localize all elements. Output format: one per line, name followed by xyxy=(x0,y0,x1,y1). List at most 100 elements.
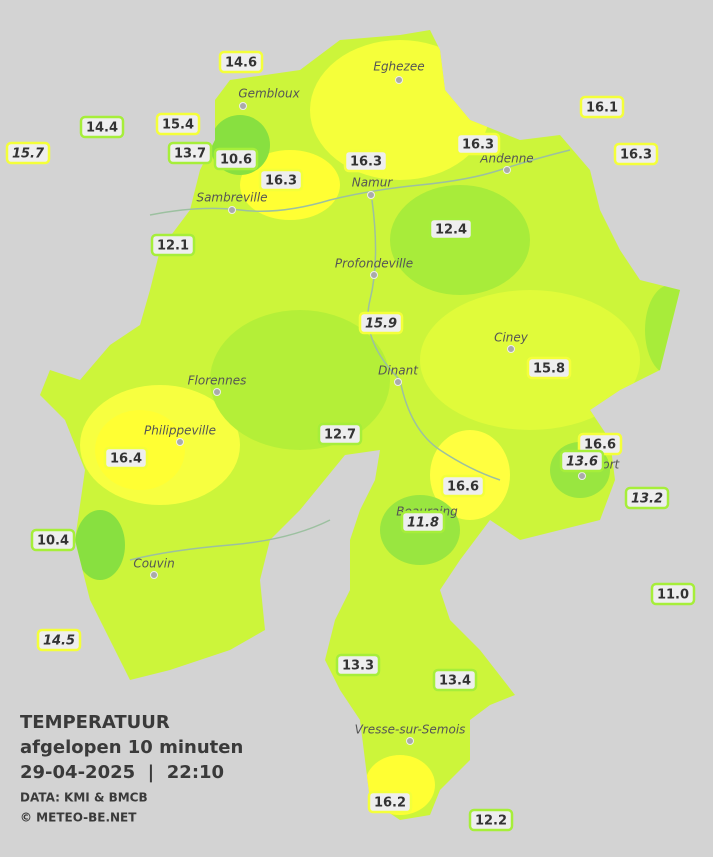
city-dot xyxy=(395,76,403,84)
copyright: © METEO-BE.NET xyxy=(20,811,137,825)
station: 10.6 xyxy=(213,147,259,171)
station-box xyxy=(358,311,404,335)
city-label: Eghezee xyxy=(373,60,424,74)
subtitle: afgelopen 10 minuten xyxy=(20,737,243,758)
cool-zone xyxy=(645,285,680,375)
station-box xyxy=(432,668,478,692)
station-value: 14.6 xyxy=(225,56,257,71)
station-value: 12.2 xyxy=(475,814,507,829)
city-dot xyxy=(370,271,378,279)
station-box xyxy=(213,147,259,171)
station-value: 12.4 xyxy=(435,223,467,238)
station-value: 13.6 xyxy=(566,455,598,470)
city-label: Profondeville xyxy=(335,257,413,271)
station-box xyxy=(400,510,446,534)
station-box xyxy=(335,653,381,677)
city-label: Gembloux xyxy=(238,87,300,101)
station-value: 12.1 xyxy=(157,239,189,254)
station: 12.4 xyxy=(428,217,474,241)
station: 16.3 xyxy=(613,142,659,166)
station: 14.5 xyxy=(36,628,82,652)
station: 13.6 xyxy=(559,449,605,473)
city-dot xyxy=(150,571,158,579)
city-label: Philippeville xyxy=(144,424,216,438)
station-box xyxy=(30,528,76,552)
station-box xyxy=(343,149,389,173)
city-dot xyxy=(213,388,221,396)
station-box xyxy=(440,474,486,498)
station-value: 16.1 xyxy=(586,101,618,116)
city-label: Vresse-sur-Semois xyxy=(355,723,466,737)
province xyxy=(40,30,680,820)
station: 13.2 xyxy=(624,486,670,510)
source: DATA: KMI & BMCB xyxy=(20,791,148,805)
station-value: 16.4 xyxy=(110,452,142,467)
station-value: 13.2 xyxy=(631,492,663,507)
station-box xyxy=(455,132,501,156)
station-value: 11.0 xyxy=(657,588,689,603)
station-box xyxy=(468,808,514,832)
station: 15.8 xyxy=(526,356,572,380)
station-value: 15.9 xyxy=(365,317,397,332)
station-value: 12.7 xyxy=(324,428,356,443)
station: 11.8 xyxy=(400,510,446,534)
city-label: Ciney xyxy=(494,331,529,345)
station-value: 14.4 xyxy=(86,121,118,136)
station-box xyxy=(79,115,125,139)
station-box xyxy=(150,233,196,257)
station: 15.9 xyxy=(358,311,404,335)
datetime: 29-04-2025 | 22:10 xyxy=(20,762,224,783)
station: 16.6 xyxy=(577,432,623,456)
station: 16.6 xyxy=(440,474,486,498)
station: 12.7 xyxy=(317,422,363,446)
station-value: 16.3 xyxy=(350,155,382,170)
station-box xyxy=(428,217,474,241)
city-label: Dinant xyxy=(378,364,419,378)
station: 10.4 xyxy=(30,528,76,552)
station-box xyxy=(167,141,213,165)
station-box xyxy=(579,95,625,119)
station-value: 16.3 xyxy=(620,148,652,163)
station-value: 15.8 xyxy=(533,362,565,377)
city-dot xyxy=(578,472,586,480)
station-box xyxy=(36,628,82,652)
station: 15.7 xyxy=(5,141,51,165)
station-value: 16.6 xyxy=(584,438,616,453)
station-box xyxy=(650,582,696,606)
station-box xyxy=(367,790,413,814)
temperature-field xyxy=(75,40,680,815)
station: 15.4 xyxy=(155,112,201,136)
station-box xyxy=(103,446,149,470)
station: 12.2 xyxy=(468,808,514,832)
station-box xyxy=(317,422,363,446)
station-value: 15.7 xyxy=(12,147,45,162)
city-label: Florennes xyxy=(188,374,247,388)
station: 14.6 xyxy=(218,50,264,74)
station-value: 16.6 xyxy=(447,480,479,495)
station-value: 14.5 xyxy=(43,634,75,649)
cool-zone xyxy=(210,310,390,450)
station: 13.4 xyxy=(432,668,478,692)
stations: 14.6 16.1 14.4 15.4 15.7 13.7 10.6 16.3 16.3 16.3… xyxy=(5,50,696,832)
city-dot xyxy=(239,102,247,110)
station: 11.0 xyxy=(650,582,696,606)
city-label: Couvin xyxy=(133,557,174,571)
station: 14.4 xyxy=(79,115,125,139)
station-value: 10.6 xyxy=(220,153,252,168)
station-value: 10.4 xyxy=(37,534,69,549)
station-value: 15.4 xyxy=(162,118,194,133)
station: 13.3 xyxy=(335,653,381,677)
station: 13.7 xyxy=(167,141,213,165)
station-value: 16.3 xyxy=(265,174,297,189)
station: 16.3 xyxy=(343,149,389,173)
station-box xyxy=(624,486,670,510)
station-box xyxy=(559,449,605,473)
station-value: 13.4 xyxy=(439,674,471,689)
station-box xyxy=(218,50,264,74)
city-dot xyxy=(394,378,402,386)
station-value: 13.3 xyxy=(342,659,374,674)
city-dot xyxy=(228,206,236,214)
city-dot xyxy=(367,191,375,199)
city-label: Sambreville xyxy=(196,191,267,205)
city-dot xyxy=(176,438,184,446)
